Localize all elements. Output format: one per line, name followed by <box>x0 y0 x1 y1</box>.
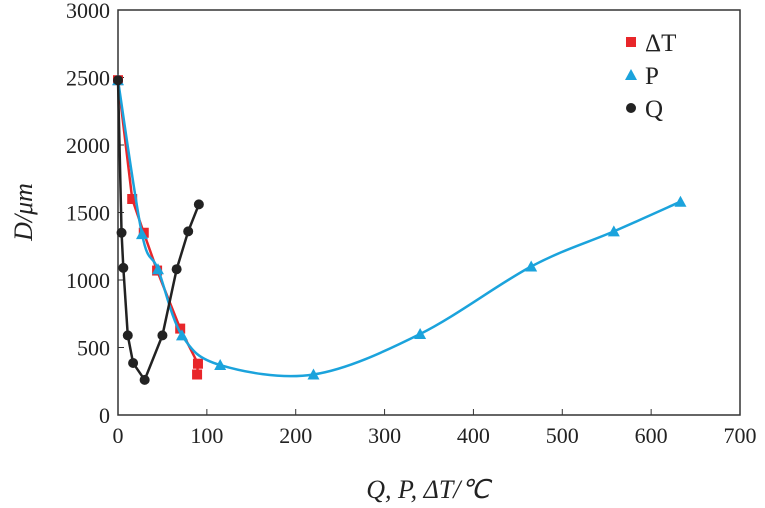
x-tick-label: 300 <box>368 423 401 448</box>
x-tick-label: 500 <box>546 423 579 448</box>
series-q-line <box>116 80 201 383</box>
series-q-point <box>128 358 139 369</box>
series-p-point <box>214 359 227 371</box>
y-tick-label: 1000 <box>66 268 110 293</box>
series-p-point <box>307 368 320 380</box>
x-tick-label: 0 <box>113 423 124 448</box>
series-q-point <box>122 330 133 341</box>
y-tick-label: 500 <box>77 336 110 361</box>
series-delta-t-point <box>127 194 138 204</box>
series-p-point <box>607 225 620 237</box>
series-p-point <box>525 260 538 272</box>
series-q-point <box>118 262 129 273</box>
x-tick-label: 200 <box>279 423 312 448</box>
series-q-point <box>157 330 168 341</box>
y-tick-label: 2500 <box>66 66 110 91</box>
legend-p-marker <box>625 69 637 80</box>
series-p-point <box>414 328 427 339</box>
x-tick-label: 400 <box>457 423 490 448</box>
series-p-line <box>116 80 681 378</box>
legend-q-marker <box>626 103 636 113</box>
legend: ΔT PQ <box>625 30 676 123</box>
series-q-point <box>183 226 194 237</box>
x-tick-label: 100 <box>190 423 223 448</box>
y-tick-label: 1500 <box>66 201 110 226</box>
y-tick-label: 2000 <box>66 133 110 158</box>
series-q-point <box>139 374 150 385</box>
y-axis-label: D/μm <box>9 183 38 242</box>
series-q-point <box>113 75 123 86</box>
series-delta-t-point <box>175 323 186 334</box>
x-tick-label: 600 <box>635 423 668 448</box>
legend-delta-t-label: ΔT <box>645 30 676 57</box>
legend-q-label: Q <box>645 96 663 123</box>
series-q-point <box>116 227 127 238</box>
series-p-point <box>135 228 148 240</box>
plot-area <box>112 74 687 385</box>
series-p-point <box>674 195 687 207</box>
y-tick-label: 3000 <box>66 0 110 23</box>
legend-p-label: P <box>645 63 659 90</box>
axes: 0 100 200 300 400 500 600 700 0 500 1000 1500 2000 25… <box>66 0 757 448</box>
x-tick-label: 700 <box>724 423 757 448</box>
legend-delta-t-marker <box>626 37 636 47</box>
y-tick-label: 0 <box>99 403 110 428</box>
x-axis-label: Q, P, ΔT/℃ <box>366 475 492 504</box>
series-delta-t-point <box>192 369 203 380</box>
series-q-point <box>193 199 204 210</box>
series-p-point <box>151 263 164 275</box>
series-p-point <box>175 329 188 341</box>
series-q-point <box>171 264 182 275</box>
series-delta-t-point <box>192 358 203 369</box>
